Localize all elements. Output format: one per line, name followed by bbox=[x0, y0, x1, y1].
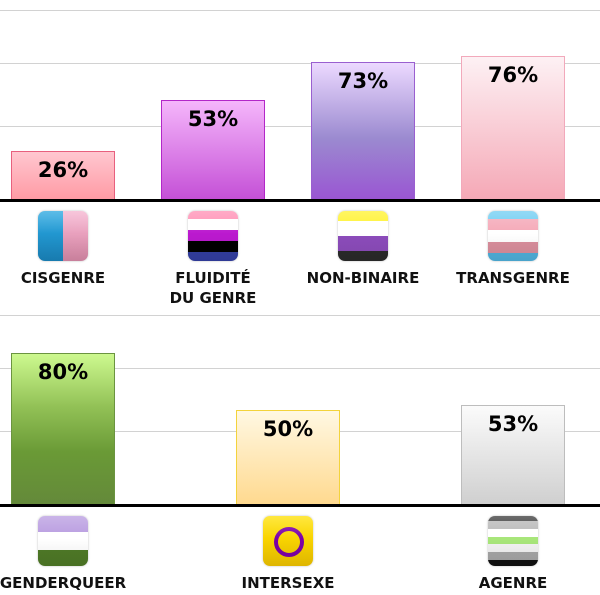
nonbinary-flag-icon bbox=[338, 211, 388, 261]
bar-value: 73% bbox=[337, 69, 389, 93]
label-non-binaire: NON-BINAIRE bbox=[306, 269, 420, 287]
gridline bbox=[0, 368, 600, 369]
genderqueer-flag-icon bbox=[38, 516, 88, 566]
bar-value: 50% bbox=[262, 417, 314, 441]
transgender-flag-icon bbox=[488, 211, 538, 261]
gridline bbox=[0, 315, 600, 316]
top-chart: 26% 53% 73% 76% CISGENRE bbox=[0, 10, 600, 307]
bar-transgenre: 76% bbox=[461, 56, 565, 200]
label-genderqueer: GENDERQUEER bbox=[0, 574, 127, 592]
gridline bbox=[0, 10, 600, 11]
label-cisgenre: CISGENRE bbox=[20, 269, 106, 287]
bar-value: 53% bbox=[187, 107, 239, 131]
bar-value: 53% bbox=[487, 412, 539, 436]
cisgender-flag-icon bbox=[38, 211, 88, 261]
x-axis-baseline bbox=[0, 504, 600, 507]
genderfluid-flag-icon bbox=[188, 211, 238, 261]
bar-agenre: 53% bbox=[461, 405, 565, 505]
agender-flag-icon bbox=[488, 516, 538, 566]
bar-genderqueer: 80% bbox=[11, 353, 115, 505]
bar-value: 76% bbox=[487, 63, 539, 87]
gridline bbox=[0, 63, 600, 64]
label-fluidite-du-genre: FLUIDITÉ DU GENRE bbox=[169, 269, 257, 307]
bar-value: 80% bbox=[37, 360, 89, 384]
bar-value: 26% bbox=[37, 158, 89, 182]
bar-cisgenre: 26% bbox=[11, 151, 115, 200]
label-intersexe: INTERSEXE bbox=[241, 574, 335, 592]
x-axis-baseline bbox=[0, 199, 600, 202]
gridline bbox=[0, 126, 600, 127]
intersex-flag-icon bbox=[263, 516, 313, 566]
bar-intersexe: 50% bbox=[236, 410, 340, 505]
bar-fluidite-du-genre: 53% bbox=[161, 100, 265, 200]
label-transgenre: TRANSGENRE bbox=[456, 269, 570, 287]
bar-non-binaire: 73% bbox=[311, 62, 415, 200]
label-agenre: AGENRE bbox=[478, 574, 548, 592]
